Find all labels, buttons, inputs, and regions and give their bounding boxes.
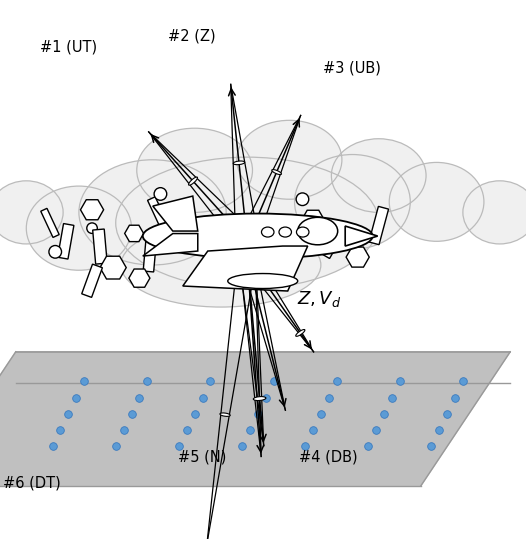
Ellipse shape [116, 157, 379, 289]
Ellipse shape [154, 188, 167, 200]
Polygon shape [143, 237, 157, 272]
Polygon shape [183, 246, 308, 291]
Ellipse shape [0, 181, 63, 244]
Ellipse shape [296, 329, 305, 336]
Polygon shape [82, 264, 103, 298]
Ellipse shape [297, 227, 309, 237]
Polygon shape [143, 234, 198, 256]
Ellipse shape [87, 223, 97, 234]
Ellipse shape [143, 214, 372, 258]
Ellipse shape [137, 128, 252, 212]
Ellipse shape [79, 160, 226, 265]
Polygon shape [345, 226, 378, 246]
Polygon shape [41, 208, 59, 237]
Polygon shape [369, 207, 389, 245]
Ellipse shape [298, 217, 338, 245]
Ellipse shape [220, 413, 230, 417]
Polygon shape [80, 199, 104, 220]
Polygon shape [346, 247, 369, 267]
Ellipse shape [261, 227, 274, 237]
Text: #3 (UB): #3 (UB) [323, 60, 381, 75]
Ellipse shape [233, 161, 245, 165]
Ellipse shape [26, 186, 132, 270]
Polygon shape [321, 224, 347, 258]
Polygon shape [0, 352, 510, 486]
Ellipse shape [254, 397, 266, 401]
Polygon shape [153, 196, 198, 231]
Ellipse shape [463, 181, 526, 244]
Text: $Z, V_d$: $Z, V_d$ [297, 289, 341, 309]
Ellipse shape [279, 227, 291, 237]
Text: #5 (N): #5 (N) [178, 450, 227, 464]
Polygon shape [93, 229, 107, 264]
Polygon shape [125, 225, 144, 242]
Text: #2 (Z): #2 (Z) [168, 29, 216, 44]
Ellipse shape [121, 223, 321, 307]
Text: #6 (DT): #6 (DT) [3, 476, 60, 491]
Polygon shape [129, 269, 150, 287]
Ellipse shape [188, 177, 197, 185]
Text: #4 (DB): #4 (DB) [299, 450, 358, 464]
Ellipse shape [389, 163, 484, 241]
Ellipse shape [49, 246, 62, 258]
Ellipse shape [228, 273, 298, 289]
Polygon shape [147, 197, 168, 228]
Polygon shape [301, 210, 325, 230]
Ellipse shape [331, 139, 426, 212]
Text: #1 (UT): #1 (UT) [40, 39, 97, 54]
Polygon shape [58, 224, 74, 259]
Ellipse shape [296, 193, 309, 206]
Ellipse shape [272, 170, 281, 175]
Ellipse shape [237, 120, 342, 199]
Ellipse shape [295, 154, 410, 249]
Polygon shape [100, 256, 126, 279]
